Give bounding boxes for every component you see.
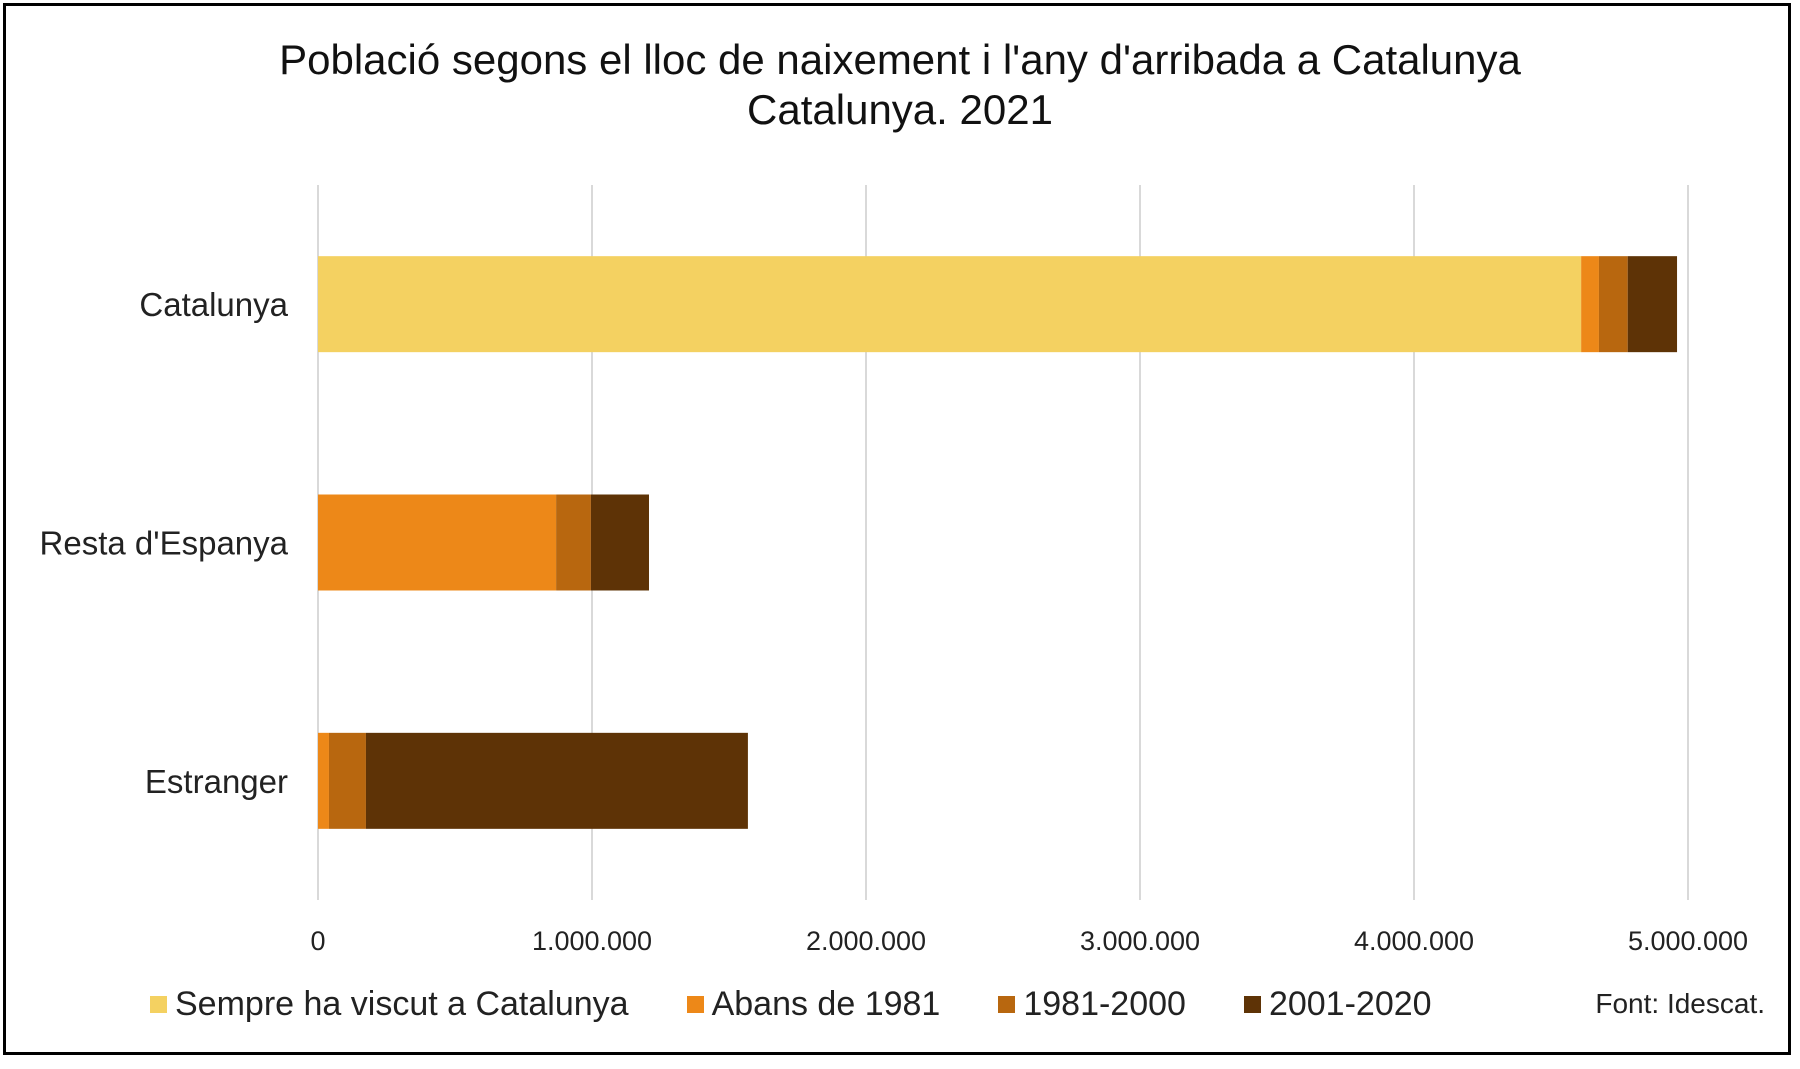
bar-segment bbox=[1627, 256, 1678, 353]
bar-segment bbox=[318, 494, 557, 591]
x-tick-label: 0 bbox=[310, 926, 325, 956]
legend-item: 2001-2020 bbox=[1243, 985, 1432, 1024]
x-tick-label: 1.000.000 bbox=[532, 926, 652, 956]
chart-title: Població segons el lloc de naixement i l… bbox=[279, 36, 1521, 83]
x-tick-label: 4.000.000 bbox=[1354, 926, 1474, 956]
category-label: Catalunya bbox=[139, 286, 288, 323]
category-label: Estranger bbox=[145, 763, 288, 800]
bar-segment bbox=[1581, 256, 1599, 353]
legend-label: Abans de 1981 bbox=[711, 985, 941, 1023]
x-tick-label: 3.000.000 bbox=[1080, 926, 1200, 956]
chart-subtitle: Catalunya. 2021 bbox=[747, 86, 1053, 133]
bar-segment bbox=[365, 732, 748, 829]
bar-segment bbox=[590, 494, 649, 591]
category-label: Resta d'Espanya bbox=[40, 525, 289, 562]
legend-swatch bbox=[998, 996, 1016, 1013]
chart-frame bbox=[3, 3, 1791, 1055]
bar-segment bbox=[556, 494, 591, 591]
bar-segment bbox=[318, 256, 1582, 353]
bar-segment bbox=[328, 732, 366, 829]
source-note: Font: Idescat. bbox=[1595, 988, 1765, 1019]
bar-segment bbox=[318, 732, 329, 829]
legend: Sempre ha viscut a Catalunya Abans de 198… bbox=[150, 985, 1490, 1024]
legend-label: Sempre ha viscut a Catalunya bbox=[175, 985, 629, 1023]
legend-label: 1981-2000 bbox=[1023, 985, 1186, 1023]
legend-item: Sempre ha viscut a Catalunya bbox=[150, 985, 629, 1024]
legend-item: Abans de 1981 bbox=[686, 985, 941, 1024]
legend-swatch bbox=[686, 996, 704, 1013]
x-tick-label: 5.000.000 bbox=[1628, 926, 1748, 956]
legend-item: 1981-2000 bbox=[998, 985, 1186, 1024]
legend-swatch bbox=[1243, 996, 1261, 1013]
x-tick-label: 2.000.000 bbox=[806, 926, 926, 956]
bar-segment bbox=[1598, 256, 1628, 353]
legend-swatch bbox=[150, 996, 167, 1013]
legend-label: 2001-2020 bbox=[1268, 985, 1432, 1023]
